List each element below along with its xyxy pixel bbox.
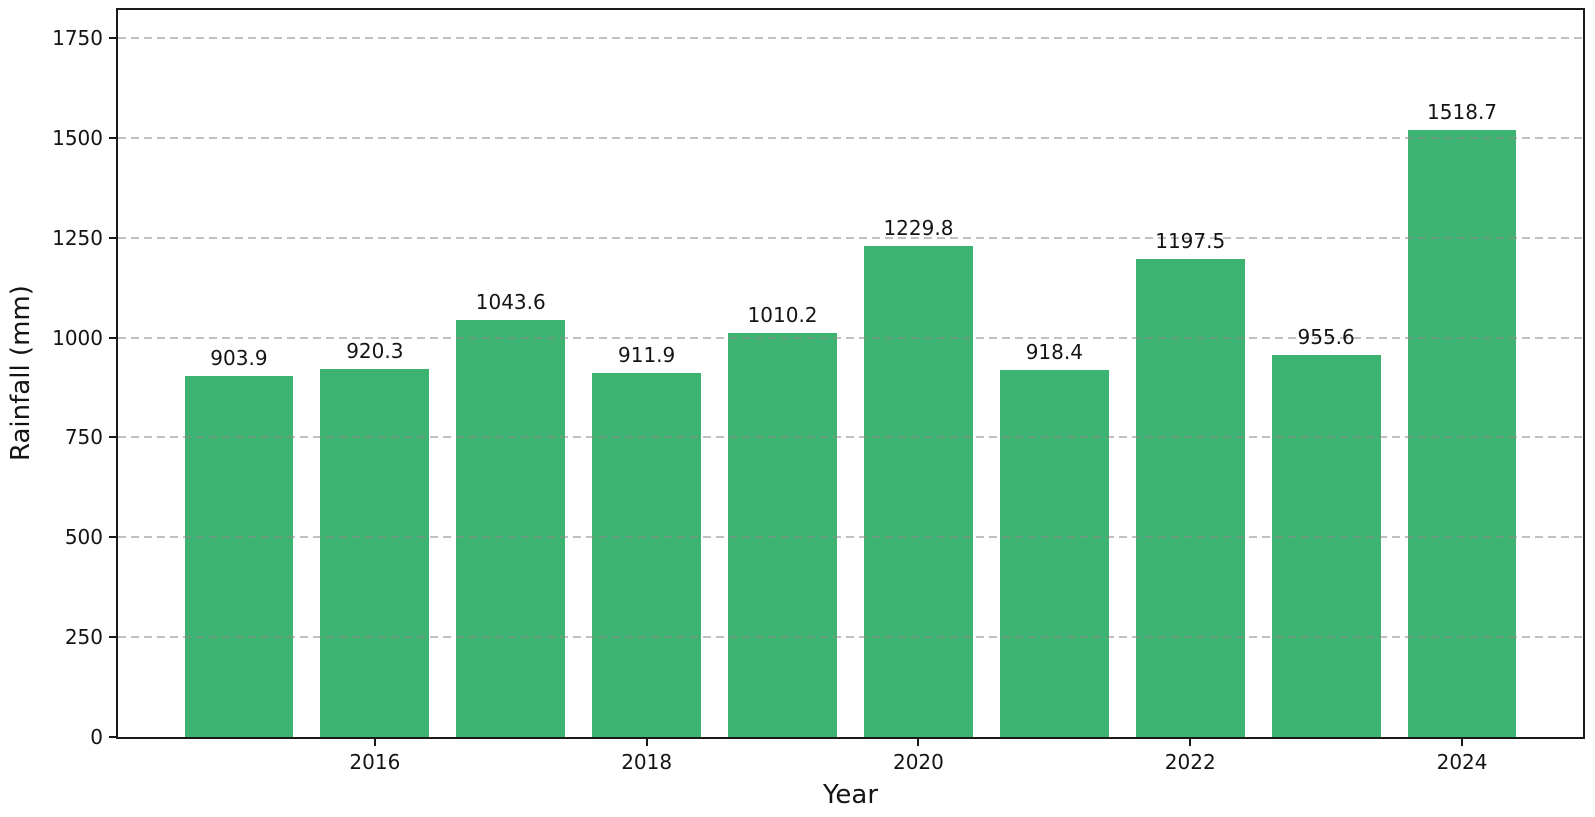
- y-tick-label-0: 0: [90, 725, 103, 749]
- y-tick-label-250: 250: [64, 625, 103, 650]
- bar-value-label-2018: 911.9: [618, 342, 676, 367]
- bar-2021: [999, 370, 1109, 737]
- gridline-y-750: [118, 436, 1583, 439]
- x-tick-mark-2024: [1461, 737, 1464, 746]
- y-tick-mark-1000: [109, 336, 118, 339]
- gridline-y-1500: [118, 136, 1583, 139]
- y-tick-mark-0: [109, 736, 118, 738]
- bar-value-label-2024: 1518.7: [1427, 100, 1498, 125]
- x-tick-mark-2022: [1189, 737, 1192, 746]
- bar-2017: [456, 320, 566, 737]
- y-tick-label-1750: 1750: [52, 25, 103, 50]
- x-tick-mark-2018: [645, 737, 648, 746]
- y-tick-mark-1500: [109, 136, 118, 139]
- plot-area: 903.9 920.3 1043.6 911.9 1010.2 1229.8 918.4 11…: [118, 10, 1583, 737]
- y-tick-mark-1750: [109, 36, 118, 39]
- bar-2022: [1135, 258, 1245, 737]
- bar-value-label-2019: 1010.2: [747, 303, 818, 328]
- bar-2019: [728, 333, 837, 737]
- y-tick-mark-250: [109, 636, 118, 639]
- gridline-y-1250: [118, 236, 1583, 239]
- bar-value-label-2023: 955.6: [1297, 325, 1355, 350]
- x-tick-label-2024: 2024: [1436, 750, 1488, 774]
- bar-2020: [864, 245, 973, 737]
- gridline-y-1000: [118, 336, 1583, 339]
- x-axis-title: Year: [822, 780, 879, 810]
- y-tick-label-750: 750: [64, 425, 103, 450]
- bar-2023: [1271, 355, 1381, 737]
- bar-value-label-2016: 920.3: [346, 339, 404, 364]
- bar-2018: [592, 372, 701, 737]
- y-tick-label-500: 500: [64, 525, 103, 550]
- y-tick-label-1000: 1000: [52, 325, 103, 350]
- bar-value-label-2017: 1043.6: [475, 290, 546, 315]
- bar-2016: [320, 369, 430, 737]
- gridline-y-1750: [118, 36, 1583, 39]
- y-tick-mark-1250: [109, 236, 118, 239]
- y-tick-mark-500: [109, 536, 118, 539]
- x-tick-label-2018: 2018: [621, 750, 673, 774]
- x-tick-mark-2016: [373, 737, 376, 746]
- gridline-y-250: [118, 636, 1583, 639]
- bar-value-label-2015: 903.9: [210, 345, 268, 370]
- gridline-y-500: [118, 536, 1583, 539]
- bar-value-label-2021: 918.4: [1025, 340, 1083, 365]
- bar-2015: [184, 375, 294, 737]
- bar-value-label-2020: 1229.8: [883, 215, 954, 240]
- bar-value-label-2022: 1197.5: [1155, 228, 1226, 253]
- x-tick-label-2022: 2022: [1164, 750, 1216, 774]
- bar-2024: [1407, 130, 1517, 737]
- x-tick-label-2016: 2016: [349, 750, 401, 774]
- x-tick-label-2020: 2020: [892, 750, 944, 774]
- y-tick-mark-750: [109, 436, 118, 439]
- y-tick-label-1500: 1500: [52, 125, 103, 150]
- y-tick-label-1250: 1250: [52, 225, 103, 250]
- x-tick-mark-2020: [917, 737, 920, 746]
